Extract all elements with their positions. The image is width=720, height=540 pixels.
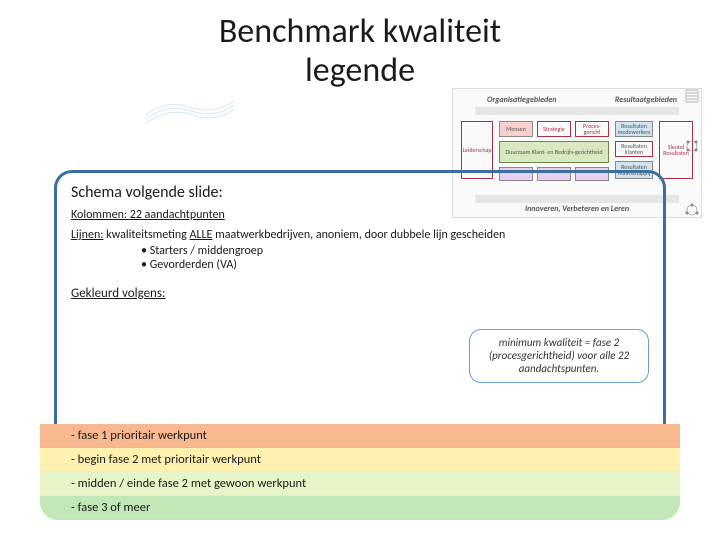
lijnen-line: Lijnen: kwaliteitsmeting ALLE maatwerkbe… [71,228,649,242]
color-bands: - fase 1 prioritair werkpunt - begin fas… [40,424,680,520]
diagram-header-right: Resultaatgebieden [615,95,677,105]
bullet-gevorderden: Gevorderden (VA) [141,258,649,272]
diagram-corner-icon-2 [685,139,699,153]
diagram-corner-icon-1 [685,89,699,103]
diagram-box-strategie: Strategie [537,121,571,137]
colored-label: Gekleurd volgens: [71,286,165,301]
diagram-box-resultaten-kla: Resultaten klanten [615,141,653,157]
title-line-2: legende [305,50,415,91]
diagram-box-proces: Proces-gericht [575,121,609,137]
band-midden-fase-2: - midden / einde fase 2 met gewoon werkp… [40,472,680,496]
lijnen-bullets: Starters / middengroep Gevorderden (VA) [141,244,649,272]
band-begin-fase-2: - begin fase 2 met prioritair werkpunt [40,448,680,472]
band-fase-1: - fase 1 prioritair werkpunt [40,424,680,448]
kolommen-line: Kolommen: 22 aandachtpunten [71,208,649,222]
kolommen-text: Kolommen: 22 aandachtpunten [71,208,225,222]
legend-content-box: Schema volgende slide: Kolommen: 22 aand… [54,170,666,510]
diagram-header-left: Organisatiegebieden [487,95,556,105]
diagram-box-mensen: Mensen [499,121,533,137]
lijnen-prefix: Lijnen: [71,228,103,242]
title-line-1: Benchmark kwaliteit [219,11,501,52]
diagram-box-duurzaam: Duurzaam Klant- en Bedrijfs-gerichtheid [499,141,609,163]
schema-heading: Schema volgende slide: [71,183,649,202]
diagram-top-arrow [475,107,679,115]
bullet-starters: Starters / middengroep [141,244,649,258]
lijnen-mid: kwaliteitsmeting [103,228,189,242]
slide-title: Benchmark kwaliteit legende [0,0,720,90]
diagram-box-resultaten-med: Resultaten medewerkers [615,121,653,137]
diagram-corner-icon-3 [685,203,699,217]
minimum-quality-callout: minimum kwaliteit = fase 2 (procesgerich… [469,329,649,383]
lijnen-tail: maatwerkbedrijven, anoniem, door dubbele… [212,228,505,242]
decorative-swoosh [145,95,235,125]
lijnen-alle: ALLE [190,228,213,242]
band-fase-3: - fase 3 of meer [40,496,680,520]
